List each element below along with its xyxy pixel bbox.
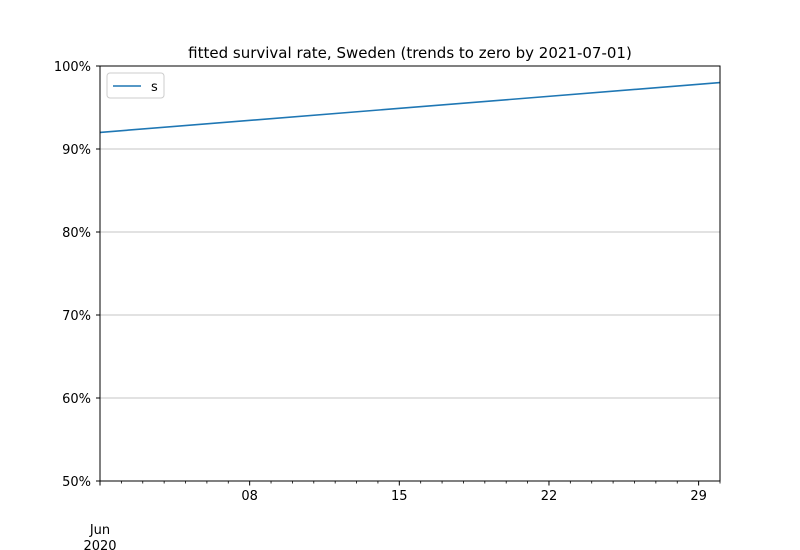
x-tick-label: Jun (89, 523, 110, 538)
y-tick-label: 60% (62, 392, 91, 407)
plot-frame (99, 65, 721, 482)
y-tick-label: 70% (62, 309, 91, 324)
y-axis-ticks: 50% 60% 70% 80% 90% 100% (54, 60, 100, 490)
y-tick-label: 50% (62, 475, 91, 490)
grid-lines (100, 148, 720, 399)
chart-title: fitted survival rate, Sweden (trends to … (188, 44, 632, 62)
series-line-s (99, 81, 721, 134)
legend: s (106, 72, 165, 99)
legend-label: s (151, 80, 158, 95)
x-tick-label-year: 2020 (83, 539, 116, 550)
y-tick-label: 100% (54, 60, 91, 75)
x-tick-label: 22 (541, 489, 558, 504)
y-tick-label: 80% (62, 226, 91, 241)
x-tick-label: 15 (391, 489, 408, 504)
y-tick-label: 90% (62, 143, 91, 158)
x-tick-label: 08 (241, 489, 258, 504)
x-tick-label: 29 (690, 489, 707, 504)
series-lines (99, 81, 721, 134)
